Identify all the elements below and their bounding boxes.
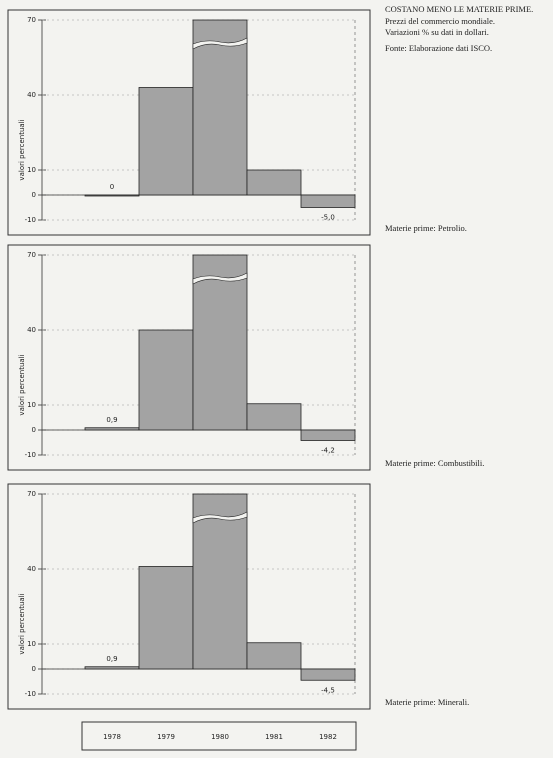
data-label: 0,9 — [106, 416, 117, 424]
y-tick-label: 0 — [32, 426, 36, 434]
bar — [192, 254, 248, 431]
bar — [84, 666, 140, 670]
y-tick-label: 10 — [27, 640, 36, 648]
source: Fonte: Elaborazione dati ISCO. — [385, 43, 492, 53]
y-tick-label: 0 — [32, 665, 36, 673]
y-tick-label: -10 — [25, 690, 36, 698]
category-box — [81, 721, 357, 751]
bar — [300, 194, 356, 208]
bar — [246, 642, 302, 670]
y-tick-label: 70 — [27, 490, 36, 498]
bar — [192, 19, 248, 196]
title: COSTANO MENO LE MATERIE PRIME. — [385, 4, 533, 14]
subtitle: Variazioni % su dati in dollari. — [385, 27, 489, 37]
y-tick-label: 70 — [27, 251, 36, 259]
bar — [138, 566, 194, 670]
y-tick-label: 70 — [27, 16, 36, 24]
x-tick-label: 1979 — [157, 733, 175, 741]
bar — [246, 403, 302, 431]
axis-break — [192, 272, 248, 285]
bar — [246, 169, 302, 196]
x-tick-label: 1978 — [103, 733, 121, 741]
data-label: 0,9 — [106, 655, 117, 663]
chart-frame — [7, 483, 371, 710]
y-tick-label: 10 — [27, 166, 36, 174]
bar — [300, 668, 356, 681]
bar — [84, 194, 140, 197]
caption: Materie prime: Combustibili. — [385, 458, 484, 468]
y-axis-label: valori percentuali — [18, 119, 26, 180]
bar — [138, 329, 194, 431]
caption: Materie prime: Petrolio. — [385, 223, 467, 233]
caption: Materie prime: Minerali. — [385, 697, 469, 707]
bar — [138, 87, 194, 196]
x-tick-label: 1982 — [319, 733, 337, 741]
y-tick-label: 0 — [32, 191, 36, 199]
x-tick-label: 1981 — [265, 733, 283, 741]
y-axis-label: valori percentuali — [18, 354, 26, 415]
axis-break — [192, 511, 248, 524]
subtitle: Prezzi del commercio mondiale. — [385, 16, 495, 26]
data-label: -4,5 — [321, 686, 335, 694]
data-label: -4,2 — [321, 447, 335, 455]
chart-frame — [7, 9, 371, 236]
y-tick-label: 40 — [27, 565, 36, 573]
x-tick-label: 1980 — [211, 733, 229, 741]
y-tick-label: -10 — [25, 216, 36, 224]
y-tick-label: -10 — [25, 451, 36, 459]
axis-break — [192, 37, 248, 50]
bar — [192, 493, 248, 670]
data-label: -5,0 — [321, 214, 335, 222]
y-axis-label: valori percentuali — [18, 593, 26, 654]
y-tick-label: 40 — [27, 326, 36, 334]
chart-frame — [7, 244, 371, 471]
bar — [300, 429, 356, 441]
bar — [84, 427, 140, 431]
y-tick-label: 10 — [27, 401, 36, 409]
y-tick-label: 40 — [27, 91, 36, 99]
data-label: 0 — [110, 183, 114, 191]
